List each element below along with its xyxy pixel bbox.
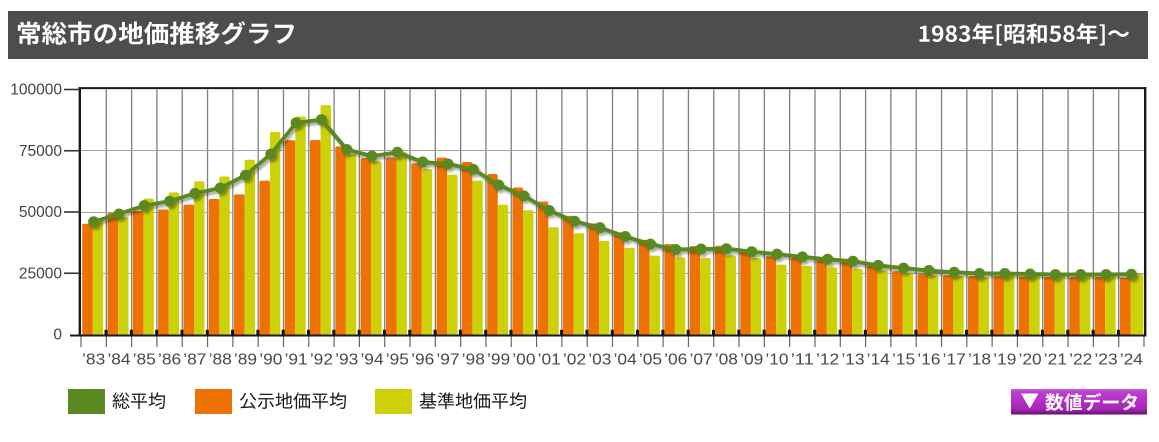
- svg-text:’86: ’86: [158, 352, 181, 369]
- svg-text:25000: 25000: [19, 265, 62, 282]
- svg-text:’23: ’23: [1094, 352, 1117, 369]
- svg-text:’18: ’18: [968, 352, 991, 369]
- svg-text:’89: ’89: [234, 352, 257, 369]
- svg-text:’10: ’10: [765, 352, 788, 369]
- svg-text:100000: 100000: [10, 82, 62, 99]
- svg-text:’90: ’90: [259, 352, 282, 369]
- svg-text:’85: ’85: [133, 352, 156, 369]
- svg-text:’94: ’94: [360, 352, 383, 369]
- svg-text:’95: ’95: [386, 352, 409, 369]
- svg-text:’96: ’96: [411, 352, 434, 369]
- svg-text:’21: ’21: [1044, 352, 1067, 369]
- svg-text:’07: ’07: [689, 352, 712, 369]
- svg-text:’99: ’99: [487, 352, 510, 369]
- svg-text:’87: ’87: [183, 352, 206, 369]
- svg-text:’15: ’15: [892, 352, 915, 369]
- svg-text:’17: ’17: [943, 352, 966, 369]
- svg-text:75000: 75000: [19, 143, 62, 160]
- svg-text:’03: ’03: [588, 352, 611, 369]
- svg-text:50000: 50000: [19, 204, 62, 221]
- svg-text:’11: ’11: [791, 352, 814, 369]
- svg-text:’84: ’84: [107, 352, 130, 369]
- svg-text:’09: ’09: [740, 352, 763, 369]
- svg-text:’93: ’93: [335, 352, 358, 369]
- svg-text:’16: ’16: [917, 352, 940, 369]
- svg-text:’20: ’20: [1019, 352, 1042, 369]
- svg-text:’01: ’01: [538, 352, 561, 369]
- svg-text:’00: ’00: [512, 352, 535, 369]
- svg-text:’19: ’19: [993, 352, 1016, 369]
- svg-text:’05: ’05: [639, 352, 662, 369]
- svg-text:’12: ’12: [816, 352, 839, 369]
- svg-text:’91: ’91: [285, 352, 308, 369]
- svg-text:’97: ’97: [436, 352, 459, 369]
- svg-text:0: 0: [53, 327, 62, 344]
- svg-text:’02: ’02: [563, 352, 586, 369]
- svg-text:’92: ’92: [310, 352, 333, 369]
- svg-text:’98: ’98: [462, 352, 485, 369]
- svg-text:’04: ’04: [614, 352, 637, 369]
- svg-text:’13: ’13: [841, 352, 864, 369]
- svg-text:’22: ’22: [1069, 352, 1092, 369]
- svg-text:’88: ’88: [209, 352, 232, 369]
- svg-text:’08: ’08: [715, 352, 738, 369]
- svg-text:’83: ’83: [82, 352, 105, 369]
- svg-text:’06: ’06: [664, 352, 687, 369]
- svg-text:’24: ’24: [1120, 352, 1143, 369]
- svg-text:’14: ’14: [867, 352, 890, 369]
